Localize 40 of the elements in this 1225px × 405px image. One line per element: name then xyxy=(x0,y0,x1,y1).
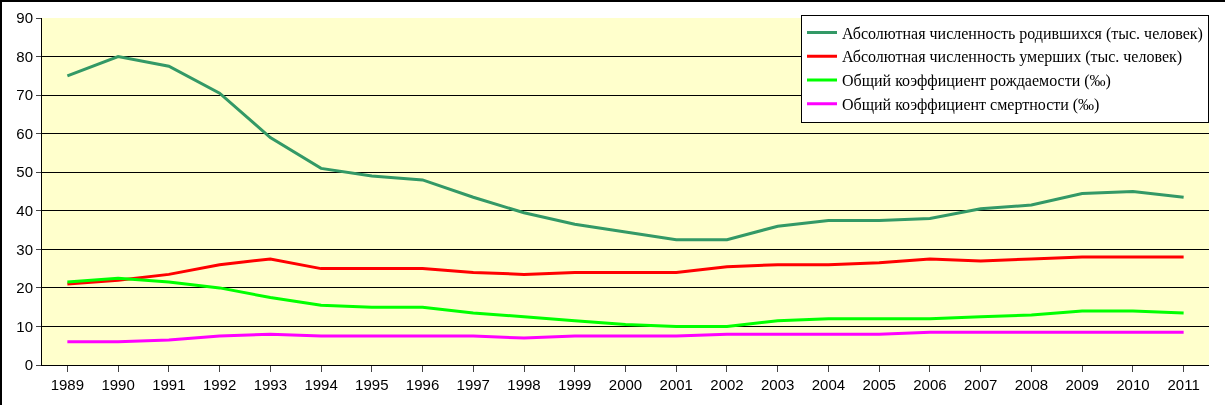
x-tick-label: 2006 xyxy=(913,376,947,393)
y-tick-label: 50 xyxy=(16,163,33,181)
x-tick-label: 1991 xyxy=(152,376,186,393)
y-tick-label: 70 xyxy=(16,86,33,104)
y-tick-label: 10 xyxy=(16,317,33,335)
x-tick-label: 2001 xyxy=(659,376,693,393)
x-tick-label: 2005 xyxy=(862,376,896,393)
y-tick-label: 90 xyxy=(16,9,33,27)
line-series xyxy=(65,255,1186,286)
x-tick-label: 2003 xyxy=(761,376,795,393)
x-tick-label: 1990 xyxy=(101,376,135,393)
y-tick-label: 0 xyxy=(24,356,33,374)
x-tick-label: 2002 xyxy=(710,376,744,393)
y-tick-label: 20 xyxy=(16,279,33,297)
x-tick-label: 1996 xyxy=(405,376,440,393)
x-tick-label: 2007 xyxy=(963,376,998,393)
y-tick-label: 60 xyxy=(16,124,33,142)
legend-label: Общий коэффициент смертности (‰) xyxy=(842,96,1100,115)
x-tick-label: 1994 xyxy=(304,376,338,393)
x-tick-label: 1997 xyxy=(456,376,490,393)
line-series xyxy=(65,330,1186,344)
x-tick-label: 2010 xyxy=(1116,376,1150,393)
y-tick-label: 40 xyxy=(16,202,33,220)
x-tick-label: 2011 xyxy=(1167,376,1200,393)
x-tick-label: 1995 xyxy=(355,376,389,393)
y-tick-label: 80 xyxy=(16,47,33,65)
x-tick-label: 1992 xyxy=(202,376,237,393)
x-tick-label: 1998 xyxy=(507,376,541,393)
x-tick-label: 2004 xyxy=(811,376,846,393)
x-tick-label: 2000 xyxy=(608,376,643,393)
legend-label: Общий коэффициент рождаемости (‰) xyxy=(842,72,1111,91)
x-tick-label: 1999 xyxy=(558,376,592,393)
x-tick-label: 1989 xyxy=(50,376,85,393)
line-series xyxy=(65,276,1186,328)
x-tick-label: 2008 xyxy=(1014,376,1049,393)
x-tick-label: 2009 xyxy=(1065,376,1099,393)
legend-label: Абсолютная численность умерших (тыс. человек) xyxy=(842,48,1183,67)
x-tick-label: 1993 xyxy=(253,376,288,393)
legend-label: Абсолютная численность родившихся (тыс. человек) xyxy=(842,24,1203,43)
y-tick-label: 30 xyxy=(16,240,33,258)
